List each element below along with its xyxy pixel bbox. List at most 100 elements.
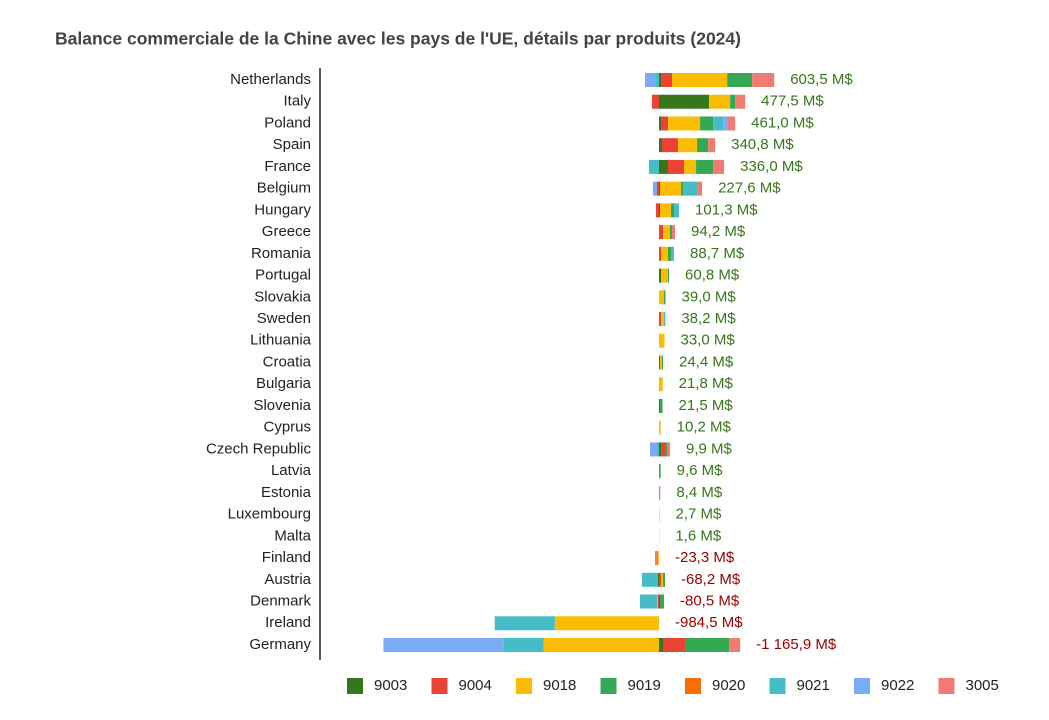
bar-segment	[752, 73, 775, 87]
total-label: 8,4 M$	[676, 484, 723, 501]
legend-swatch	[769, 678, 786, 694]
bar-segment	[709, 94, 731, 109]
bar-segment	[659, 116, 662, 131]
total-label: 9,9 M$	[686, 440, 733, 457]
bar-segment	[656, 594, 658, 609]
total-label: 39,0 M$	[682, 288, 737, 305]
bar-segment	[657, 594, 659, 609]
bar-segment	[663, 225, 671, 240]
total-label: 10,2 M$	[677, 419, 732, 436]
bar-segment	[661, 312, 665, 327]
bar-segment	[683, 181, 698, 196]
bar-segment	[494, 616, 555, 631]
bar-segment	[697, 138, 709, 153]
bar-segment	[383, 638, 504, 652]
bar-segment	[659, 638, 664, 652]
bar-segment	[660, 594, 665, 609]
legend-label: 9004	[459, 677, 492, 694]
total-label: 9,6 M$	[677, 462, 724, 479]
bar-segment	[543, 638, 659, 652]
bar-segment	[660, 203, 672, 218]
total-label: 60,8 M$	[685, 267, 740, 284]
bar-segment	[685, 638, 730, 652]
bar-segment	[668, 268, 670, 283]
y-tick-label: Portugal	[255, 267, 311, 284]
bar-segment	[657, 572, 659, 587]
bar-segment	[667, 442, 671, 457]
total-label: 340,8 M$	[731, 136, 794, 153]
bar-segment	[708, 138, 716, 153]
y-tick-label: Hungary	[254, 201, 311, 218]
legend-swatch	[685, 678, 701, 694]
bar-segment	[662, 355, 664, 370]
y-tick-label: Malta	[274, 527, 311, 544]
bar-segment	[727, 116, 736, 131]
bar-segment	[713, 159, 725, 174]
bar-segment	[661, 442, 666, 457]
bar-segment	[723, 116, 728, 131]
bar-segment	[655, 203, 659, 218]
bar-segment	[639, 594, 657, 609]
bar-segment	[672, 225, 676, 240]
total-label: 33,0 M$	[681, 332, 736, 349]
bar-segment	[659, 159, 669, 174]
bar-segment	[659, 464, 661, 479]
bar-segment	[697, 181, 703, 196]
bar-segment	[672, 73, 728, 87]
chart-title: Balance commerciale de la Chine avec les…	[55, 29, 741, 49]
bar-segment	[661, 116, 669, 131]
bar-segment	[671, 246, 674, 261]
bar-segment	[656, 442, 659, 457]
bar-segment	[668, 246, 672, 261]
bar-segment	[654, 551, 658, 566]
bar-segment	[659, 290, 665, 305]
bar-segment	[644, 73, 656, 87]
bar-segment	[651, 94, 659, 109]
bar-segment	[659, 246, 662, 261]
bar-segment	[652, 181, 657, 196]
bar-segment	[700, 116, 714, 131]
total-label: 336,0 M$	[740, 158, 803, 175]
total-label: -984,5 M$	[675, 614, 743, 631]
total-label: 24,4 M$	[679, 353, 734, 370]
legend-swatch	[600, 678, 617, 694]
bar-segment	[664, 290, 666, 305]
bar-segment	[681, 181, 684, 196]
total-label: 1,6 M$	[675, 527, 722, 544]
y-tick-label: Ireland	[265, 614, 311, 631]
bar-segment	[659, 420, 661, 435]
total-label: 227,6 M$	[718, 180, 781, 197]
bar-segment	[655, 73, 659, 87]
y-tick-label: Luxembourg	[228, 506, 311, 523]
y-tick-label: Bulgaria	[256, 375, 312, 392]
bar-segment	[735, 94, 746, 109]
y-tick-label: Sweden	[257, 310, 311, 327]
legend-label: 9020	[712, 677, 745, 694]
y-tick-label: Slovenia	[253, 397, 311, 414]
legend-label: 9018	[543, 677, 576, 694]
y-tick-label: Italy	[283, 93, 311, 110]
y-tick-label: Denmark	[250, 593, 311, 610]
bar-segment	[659, 377, 663, 392]
bar-segment	[684, 159, 697, 174]
y-tick-label: Romania	[251, 245, 312, 262]
y-tick-label: Netherlands	[230, 71, 311, 88]
legend-swatch	[516, 678, 532, 694]
y-tick-label: Estonia	[261, 484, 312, 501]
legend-label: 9003	[374, 677, 407, 694]
total-label: -23,3 M$	[675, 549, 735, 566]
y-tick-label: Spain	[273, 136, 311, 153]
bar-segment	[661, 572, 664, 587]
bar-segment	[648, 159, 659, 174]
bar-segment	[659, 355, 661, 370]
bar-segment	[671, 203, 675, 218]
bar-segment	[659, 594, 661, 609]
bar-segment	[668, 116, 701, 131]
bar-segment	[661, 73, 673, 87]
bar-segment	[659, 312, 662, 327]
y-tick-label: Lithuania	[250, 332, 312, 349]
total-label: 21,8 M$	[679, 375, 734, 392]
y-tick-label: Cyprus	[263, 419, 311, 436]
bar-segment	[659, 268, 662, 283]
bar-segment	[659, 485, 661, 500]
